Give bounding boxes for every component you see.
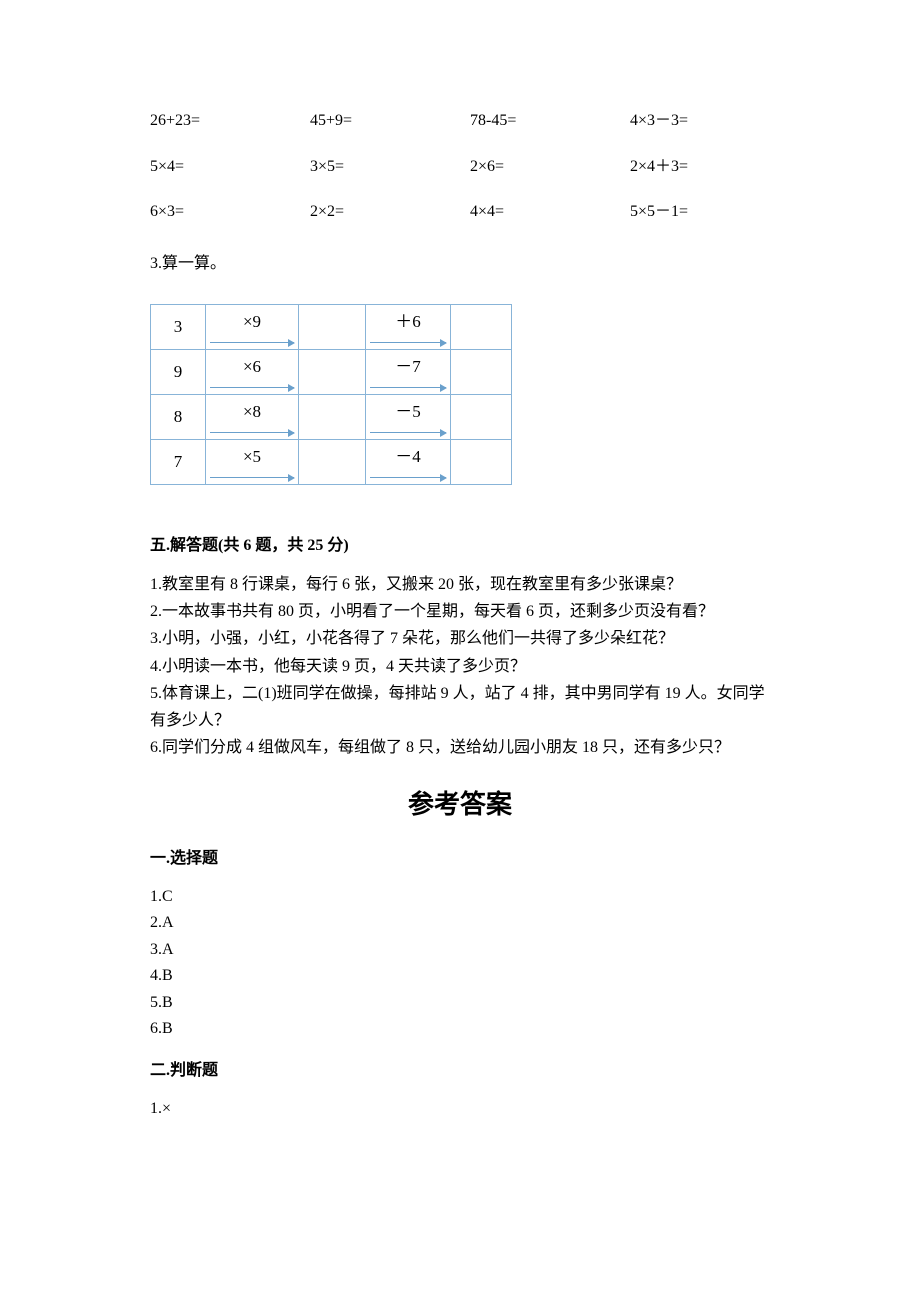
calc-op1-text: ×9 [206,311,298,334]
calc-op2: －7 [366,350,451,395]
arith-cell: 78-45= [470,110,630,132]
arrow-right-icon [370,477,446,478]
table-row: 7 ×5 －4 [151,440,512,485]
arrow-right-icon [370,432,446,433]
arrow-right-icon [210,477,294,478]
arith-cell: 5×5－1= [630,201,800,223]
calc-input: 9 [151,350,206,395]
answer-item: 1.× [150,1096,770,1122]
section-5-title: 五.解答题(共 6 题，共 25 分) [150,535,770,557]
question-3-label: 3.算一算。 [150,253,770,275]
calc-output [451,440,512,485]
arith-row: 26+23= 45+9= 78-45= 4×3－3= [150,110,770,132]
calc-op2-text: －7 [366,356,450,379]
calc-output [451,350,512,395]
calc-mid [299,395,366,440]
calc-op1-text: ×6 [206,356,298,379]
calc-op1: ×8 [206,395,299,440]
calc-op1-text: ×8 [206,401,298,424]
problem-item: 5.体育课上，二(1)班同学在做操，每排站 9 人，站了 4 排，其中男同学有 … [150,680,770,734]
calc-op1: ×6 [206,350,299,395]
arithmetic-grid: 26+23= 45+9= 78-45= 4×3－3= 5×4= 3×5= 2×6… [150,110,770,223]
arith-cell: 4×3－3= [630,110,800,132]
answer-item: 2.A [150,910,770,936]
calc-op2: －5 [366,395,451,440]
problem-item: 4.小明读一本书，他每天读 9 页，4 天共读了多少页？ [150,653,770,680]
answer-item: 3.A [150,937,770,963]
problem-item: 2.一本故事书共有 80 页，小明看了一个星期，每天看 6 页，还剩多少页没有看… [150,598,770,625]
table-row: 8 ×8 －5 [151,395,512,440]
calc-op2-text: ＋6 [366,311,450,334]
arith-row: 6×3= 2×2= 4×4= 5×5－1= [150,201,770,223]
calc-op1: ×9 [206,305,299,350]
arrow-right-icon [210,387,294,388]
calc-op1: ×5 [206,440,299,485]
answers-sec2-label: 二.判断题 [150,1060,770,1082]
answer-item: 1.C [150,884,770,910]
calc-mid [299,350,366,395]
answer-item: 4.B [150,963,770,989]
arrow-right-icon [210,432,294,433]
calc-op2: ＋6 [366,305,451,350]
answer-item: 5.B [150,990,770,1016]
calc-op1-text: ×5 [206,446,298,469]
arrow-right-icon [370,387,446,388]
arith-cell: 26+23= [150,110,310,132]
table-row: 9 ×6 －7 [151,350,512,395]
calc-mid [299,440,366,485]
arith-cell: 3×5= [310,156,470,178]
calc-mid [299,305,366,350]
calc-op2-text: －4 [366,446,450,469]
calc-flow-table: 3 ×9 ＋6 9 ×6 －7 [150,304,512,485]
page: 26+23= 45+9= 78-45= 4×3－3= 5×4= 3×5= 2×6… [0,0,920,1302]
answers-sec1-list: 1.C 2.A 3.A 4.B 5.B 6.B [150,884,770,1042]
arrow-right-icon [210,342,294,343]
problem-item: 6.同学们分成 4 组做风车，每组做了 8 只，送给幼儿园小朋友 18 只，还有… [150,734,770,761]
arith-cell: 5×4= [150,156,310,178]
answer-item: 6.B [150,1016,770,1042]
calc-input: 3 [151,305,206,350]
calc-input: 8 [151,395,206,440]
answers-sec2-list: 1.× [150,1096,770,1122]
arith-row: 5×4= 3×5= 2×6= 2×4＋3= [150,156,770,178]
arith-cell: 2×6= [470,156,630,178]
calc-op2: －4 [366,440,451,485]
calc-output [451,305,512,350]
word-problems: 1.教室里有 8 行课桌，每行 6 张，又搬来 20 张，现在教室里有多少张课桌… [150,571,770,761]
arith-cell: 45+9= [310,110,470,132]
arith-cell: 2×2= [310,201,470,223]
answers-title: 参考答案 [150,787,770,822]
problem-item: 3.小明，小强，小红，小花各得了 7 朵花，那么他们一共得了多少朵红花？ [150,625,770,652]
problem-item: 1.教室里有 8 行课桌，每行 6 张，又搬来 20 张，现在教室里有多少张课桌… [150,571,770,598]
calc-output [451,395,512,440]
answers-sec1-label: 一.选择题 [150,848,770,870]
arith-cell: 6×3= [150,201,310,223]
calc-op2-text: －5 [366,401,450,424]
arith-cell: 4×4= [470,201,630,223]
arrow-right-icon [370,342,446,343]
arith-cell: 2×4＋3= [630,156,800,178]
calc-input: 7 [151,440,206,485]
table-row: 3 ×9 ＋6 [151,305,512,350]
